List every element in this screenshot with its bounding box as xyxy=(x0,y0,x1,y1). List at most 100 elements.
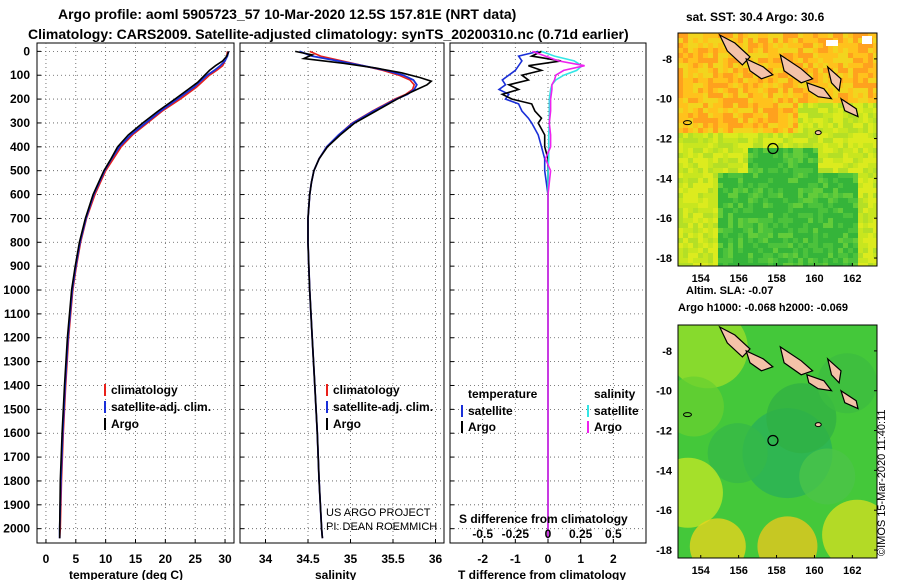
sst-pixel xyxy=(753,253,758,258)
sst-pixel xyxy=(798,263,803,266)
sst-pixel xyxy=(738,263,743,266)
sst-pixel xyxy=(758,38,763,43)
sst-pixel xyxy=(743,178,748,183)
sst-pixel xyxy=(778,263,783,266)
sst-pixel xyxy=(758,158,763,163)
sst-pixel xyxy=(748,248,753,253)
sst-pixel xyxy=(723,53,728,58)
sst-pixel xyxy=(863,138,868,143)
sst-pixel xyxy=(758,143,763,148)
sst-pixel xyxy=(683,208,688,213)
sst-pixel xyxy=(733,193,738,198)
sst-pixel xyxy=(718,223,723,228)
sst-pixel xyxy=(733,203,738,208)
sst-pixel xyxy=(753,158,758,163)
sst-pixel xyxy=(768,198,773,203)
sst-pixel xyxy=(678,198,683,203)
sst-pixel xyxy=(693,98,698,103)
sla-field-blob xyxy=(766,383,837,454)
sst-pixel xyxy=(683,78,688,83)
sst-pixel xyxy=(728,183,733,188)
sst-pixel xyxy=(788,188,793,193)
sst-pixel xyxy=(723,143,728,148)
sst-pixel xyxy=(798,223,803,228)
sst-pixel xyxy=(753,263,758,266)
sst-pixel xyxy=(718,253,723,258)
sst-pixel xyxy=(743,38,748,43)
sst-pixel xyxy=(768,88,773,93)
sst-pixel xyxy=(738,238,743,243)
sst-pixel xyxy=(823,73,828,78)
sst-pixel xyxy=(858,228,863,233)
sst-pixel xyxy=(848,213,853,218)
sst-pixel xyxy=(868,198,873,203)
sst-pixel xyxy=(713,48,718,53)
depth-tick-label: 1900 xyxy=(3,498,30,512)
sst-pixel xyxy=(853,243,858,248)
sst-pixel xyxy=(748,153,753,158)
x-axis-label: temperature (deg C) xyxy=(69,568,183,580)
sst-pixel xyxy=(728,163,733,168)
sst-pixel xyxy=(838,33,843,38)
sst-pixel xyxy=(788,153,793,158)
sst-pixel xyxy=(718,128,723,133)
sst-pixel xyxy=(768,173,773,178)
sst-pixel xyxy=(818,73,823,78)
sst-pixel xyxy=(833,233,838,238)
sst-pixel xyxy=(723,218,728,223)
sst-pixel xyxy=(873,78,877,83)
sst-pixel xyxy=(813,263,818,266)
sst-pixel xyxy=(778,118,783,123)
sst-pixel xyxy=(683,263,688,266)
sst-pixel xyxy=(868,183,873,188)
sst-pixel xyxy=(723,103,728,108)
sst-pixel xyxy=(783,208,788,213)
sst-pixel xyxy=(683,48,688,53)
sst-pixel xyxy=(843,183,848,188)
sst-pixel xyxy=(803,88,808,93)
sst-pixel xyxy=(863,228,868,233)
sst-pixel xyxy=(703,58,708,63)
sst-pixel xyxy=(703,223,708,228)
sst-pixel xyxy=(678,183,683,188)
sst-pixel xyxy=(868,63,873,68)
sst-pixel xyxy=(753,193,758,198)
sst-pixel xyxy=(858,218,863,223)
sst-pixel xyxy=(833,163,838,168)
sst-pixel xyxy=(803,108,808,113)
profile-location-marker xyxy=(767,434,779,447)
sst-pixel xyxy=(768,178,773,183)
sst-pixel xyxy=(743,158,748,163)
sst-pixel xyxy=(718,208,723,213)
sst-pixel xyxy=(868,48,873,53)
sst-pixel xyxy=(713,158,718,163)
sst-pixel xyxy=(828,208,833,213)
sst-pixel xyxy=(713,208,718,213)
sst-pixel xyxy=(693,33,698,38)
sst-pixel xyxy=(708,68,713,73)
sst-pixel xyxy=(808,193,813,198)
sst-pixel xyxy=(823,33,828,38)
sst-pixel xyxy=(803,83,808,88)
sst-pixel xyxy=(868,78,873,83)
sst-pixel xyxy=(708,193,713,198)
sst-pixel xyxy=(758,233,763,238)
sst-pixel xyxy=(683,73,688,78)
sst-pixel xyxy=(838,43,843,48)
sst-pixel xyxy=(788,83,793,88)
sst-pixel xyxy=(678,258,683,263)
sst-pixel xyxy=(773,158,778,163)
sst-pixel xyxy=(803,48,808,53)
sst-pixel xyxy=(788,233,793,238)
sst-pixel xyxy=(703,203,708,208)
sst-pixel xyxy=(763,138,768,143)
sst-pixel xyxy=(858,263,863,266)
sst-pixel xyxy=(843,33,848,38)
sst-pixel xyxy=(738,243,743,248)
sst-pixel xyxy=(703,248,708,253)
sst-pixel xyxy=(698,98,703,103)
sst-pixel xyxy=(828,213,833,218)
sst-pixel xyxy=(688,68,693,73)
sst-pixel xyxy=(678,98,683,103)
sst-pixel xyxy=(778,188,783,193)
